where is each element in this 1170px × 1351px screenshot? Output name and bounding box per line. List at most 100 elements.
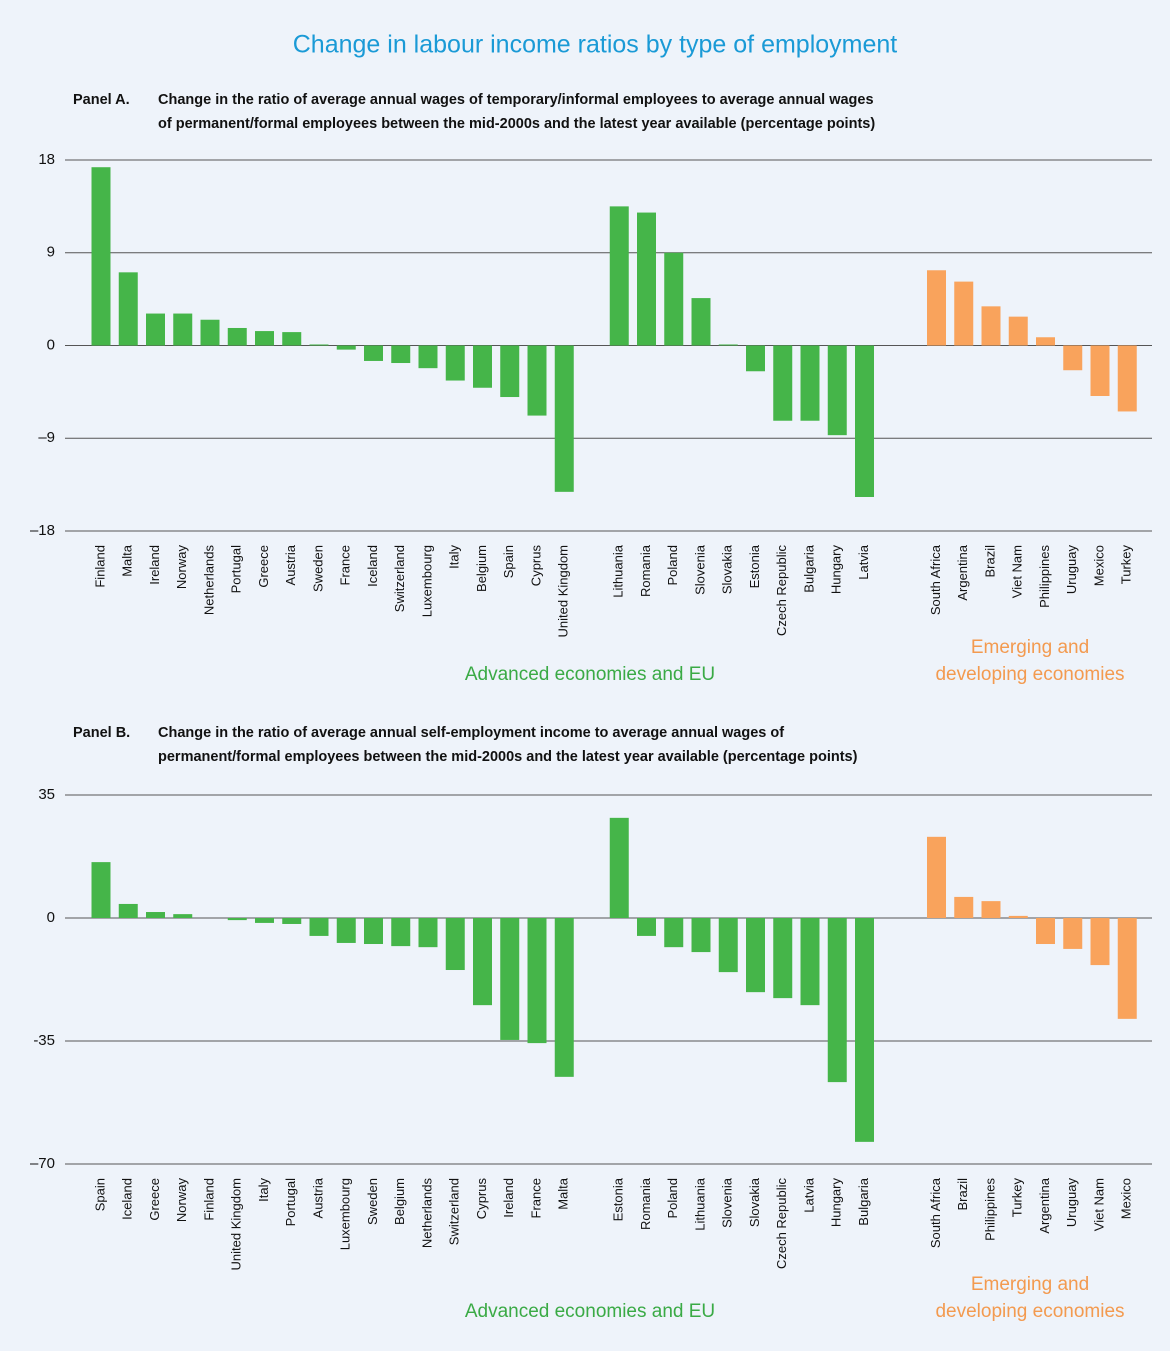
x-tick-label: Austria xyxy=(283,544,298,585)
bar xyxy=(500,918,520,1040)
x-tick-label: Philippines xyxy=(1037,545,1052,608)
x-tick-label: Portugal xyxy=(283,1178,298,1227)
x-tick-label: Slovakia xyxy=(747,1177,762,1227)
bar xyxy=(364,918,383,945)
bar xyxy=(227,918,247,921)
bar xyxy=(1036,918,1055,945)
bar xyxy=(954,896,974,918)
x-tick-label: Switzerland xyxy=(392,545,407,612)
x-tick-label: Greece xyxy=(256,545,271,588)
x-tick-label: Uruguay xyxy=(1064,545,1079,595)
x-tick-label: Hungary xyxy=(829,1178,844,1228)
bar xyxy=(827,918,847,1083)
x-tick-label: Romania xyxy=(638,544,653,597)
x-tick-label: Sweden xyxy=(310,545,325,592)
bar xyxy=(1063,918,1083,949)
bar xyxy=(773,345,793,421)
x-tick-label: Mexico xyxy=(1119,1178,1134,1219)
x-tick-label: United Kingdom xyxy=(229,1178,244,1271)
panel-title: permanent/formal employees between the m… xyxy=(158,749,858,765)
bar xyxy=(1117,918,1137,1019)
x-tick-label: Slovenia xyxy=(692,544,707,595)
x-tick-label: Iceland xyxy=(120,1178,135,1220)
x-tick-label: Luxembourg xyxy=(338,1178,353,1250)
y-tick-label: 9 xyxy=(47,244,55,261)
x-tick-label: Italy xyxy=(447,545,462,569)
x-tick-label: Latvia xyxy=(801,1177,816,1212)
x-tick-label: Turkey xyxy=(1119,545,1134,585)
bar xyxy=(718,344,738,346)
x-tick-label: France xyxy=(338,545,353,585)
panel-label: Panel B. xyxy=(73,725,130,741)
bar xyxy=(527,918,547,1044)
x-tick-label: Philippines xyxy=(982,1178,997,1241)
bar xyxy=(391,345,411,364)
bar xyxy=(773,918,793,999)
bar xyxy=(637,212,656,346)
bar xyxy=(1008,915,1028,918)
bar xyxy=(746,918,765,993)
x-tick-label: Finland xyxy=(201,1178,216,1221)
x-tick-label: Malta xyxy=(120,544,135,577)
x-tick-label: Greece xyxy=(147,1178,162,1221)
x-tick-label: France xyxy=(528,1178,543,1218)
group-label: Emerging and xyxy=(971,637,1089,658)
x-tick-label: Lithuania xyxy=(692,1177,707,1231)
bar xyxy=(800,345,820,421)
bar xyxy=(282,918,302,924)
bar xyxy=(609,817,629,918)
group-label: developing economies xyxy=(935,1301,1124,1322)
x-tick-label: Uruguay xyxy=(1064,1178,1079,1228)
bar xyxy=(800,918,820,1006)
panel-label: Panel A. xyxy=(73,92,130,108)
bar xyxy=(827,345,847,436)
y-tick-label: 18 xyxy=(38,151,55,168)
bar xyxy=(282,332,302,346)
bar xyxy=(309,344,329,346)
bar xyxy=(445,345,465,381)
bar xyxy=(691,298,711,346)
bar xyxy=(609,206,629,346)
bar xyxy=(336,918,356,943)
bar xyxy=(718,918,738,973)
x-tick-label: Portugal xyxy=(229,545,244,594)
bar xyxy=(255,918,274,923)
x-tick-label: Netherlands xyxy=(419,1178,434,1249)
bar xyxy=(227,327,247,346)
x-tick-label: Lithuania xyxy=(611,544,626,598)
x-tick-label: Estonia xyxy=(747,544,762,588)
x-tick-label: Argentina xyxy=(955,544,970,600)
panel-title: of permanent/formal employees between th… xyxy=(158,116,875,132)
y-tick-label: 35 xyxy=(38,786,55,803)
bar xyxy=(1036,337,1055,346)
bar xyxy=(637,918,656,936)
bar xyxy=(1090,345,1110,396)
x-tick-label: South Africa xyxy=(928,1177,943,1248)
bar xyxy=(336,345,356,350)
main-title: Change in labour income ratios by type o… xyxy=(293,31,898,59)
x-tick-label: Spain xyxy=(501,545,516,578)
bar xyxy=(146,313,165,346)
x-tick-label: Cyprus xyxy=(474,1178,489,1220)
x-tick-label: Czech Republic xyxy=(774,545,789,637)
bar xyxy=(91,862,111,918)
x-tick-label: Belgium xyxy=(474,545,489,592)
x-tick-label: Netherlands xyxy=(201,545,216,616)
bar xyxy=(255,331,274,346)
bar xyxy=(954,281,974,346)
panel-title: Change in the ratio of average annual wa… xyxy=(158,92,874,108)
bar xyxy=(391,918,411,947)
panel-title: Change in the ratio of average annual se… xyxy=(158,725,784,741)
x-tick-label: United Kingdom xyxy=(556,545,571,638)
x-tick-label: Austria xyxy=(310,1177,325,1218)
x-tick-label: Finland xyxy=(92,545,107,588)
bar xyxy=(1090,918,1110,966)
x-tick-label: Turkey xyxy=(1010,1178,1025,1218)
x-tick-label: Czech Republic xyxy=(774,1178,789,1270)
bar xyxy=(855,918,874,1142)
bar xyxy=(309,918,329,936)
bar xyxy=(1063,345,1083,371)
y-tick-label: 0 xyxy=(47,336,55,353)
bar xyxy=(445,918,465,971)
x-tick-label: Hungary xyxy=(829,545,844,595)
